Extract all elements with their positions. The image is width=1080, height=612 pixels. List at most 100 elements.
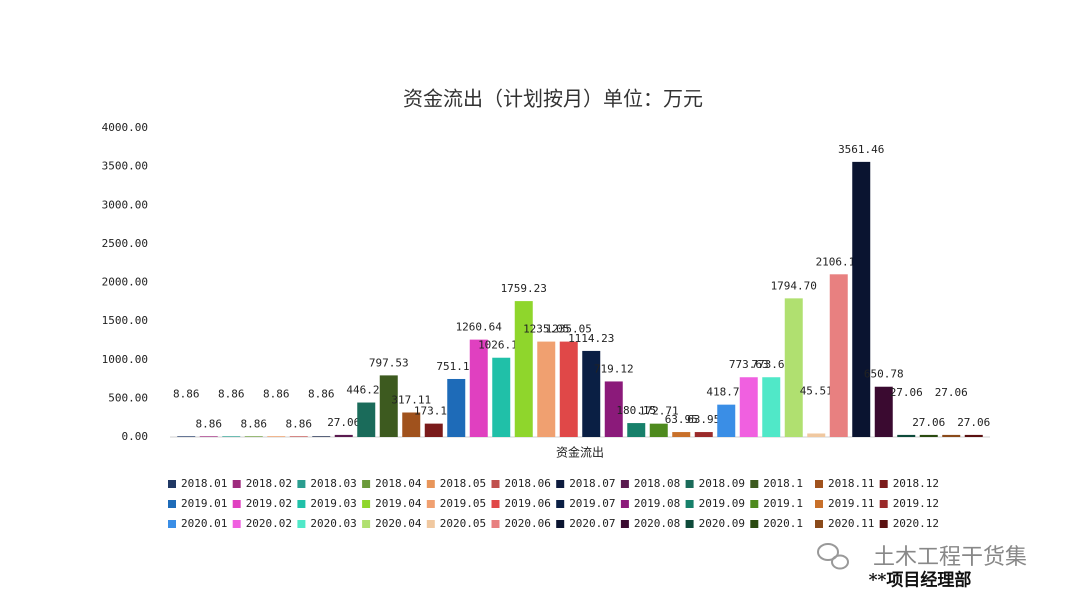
legend-label: 2020.03 bbox=[310, 517, 356, 530]
bar bbox=[717, 404, 736, 437]
bar bbox=[942, 434, 961, 437]
bar bbox=[559, 341, 578, 437]
data-label: 418.79 bbox=[706, 386, 746, 399]
legend-label: 2020.1 bbox=[763, 517, 803, 530]
bar bbox=[784, 298, 803, 437]
legend-label: 2019.08 bbox=[634, 497, 680, 510]
legend-swatch bbox=[362, 480, 371, 488]
watermark-note: **项目经理部 bbox=[869, 570, 972, 591]
legend-swatch bbox=[685, 520, 694, 528]
legend-swatch bbox=[750, 520, 759, 528]
data-label: 27.06 bbox=[912, 416, 945, 429]
legend-label: 2019.04 bbox=[375, 497, 422, 510]
legend-swatch bbox=[426, 500, 435, 508]
bar bbox=[807, 433, 826, 437]
legend-label: 2018.11 bbox=[828, 477, 874, 490]
watermark-icon bbox=[817, 543, 849, 570]
legend-label: 2020.11 bbox=[828, 517, 874, 530]
data-label: 8.86 bbox=[173, 387, 200, 400]
legend-label: 2019.1 bbox=[763, 497, 803, 510]
legend-label: 2018.04 bbox=[375, 477, 422, 490]
legend-swatch bbox=[620, 500, 629, 508]
bar bbox=[312, 436, 331, 437]
data-label: 8.86 bbox=[241, 417, 268, 430]
data-label: 27.06 bbox=[890, 386, 923, 399]
legend-label: 2019.05 bbox=[440, 497, 486, 510]
legend-label: 2018.03 bbox=[310, 477, 356, 490]
data-label: 751.15 bbox=[436, 360, 476, 373]
legend-label: 2018.06 bbox=[505, 477, 551, 490]
data-label: 1794.70 bbox=[771, 279, 817, 292]
legend-label: 2018.08 bbox=[634, 477, 680, 490]
y-tick-label: 0.00 bbox=[122, 430, 149, 443]
data-label: 180.15 bbox=[616, 404, 656, 417]
bar bbox=[492, 357, 511, 437]
chart-title: 资金流出（计划按月）单位：万元 bbox=[403, 87, 703, 111]
data-label: 650.78 bbox=[864, 368, 904, 381]
legend-swatch bbox=[426, 480, 435, 488]
legend-swatch bbox=[362, 500, 371, 508]
legend-label: 2019.02 bbox=[246, 497, 292, 510]
data-label: 8.86 bbox=[308, 387, 335, 400]
bar bbox=[964, 434, 983, 437]
bar bbox=[762, 377, 781, 437]
data-label: 797.53 bbox=[369, 356, 409, 369]
data-label: 3561.46 bbox=[838, 143, 884, 156]
legend-label: 2019.12 bbox=[893, 497, 939, 510]
bar bbox=[897, 434, 916, 437]
legend-label: 2020.04 bbox=[375, 517, 422, 530]
x-tick-label: 资金流出 bbox=[556, 445, 604, 460]
data-label: 1235.05 bbox=[523, 323, 569, 336]
bar bbox=[627, 423, 646, 437]
legend-swatch bbox=[491, 480, 500, 488]
data-label: 719.12 bbox=[594, 362, 634, 375]
data-label: 27.06 bbox=[957, 416, 990, 429]
legend-label: 2020.12 bbox=[893, 517, 939, 530]
data-label: 8.86 bbox=[263, 387, 290, 400]
data-label: 8.86 bbox=[196, 417, 223, 430]
bar bbox=[357, 402, 376, 437]
legend-swatch bbox=[297, 480, 306, 488]
legend-swatch bbox=[297, 500, 306, 508]
legend-swatch bbox=[815, 520, 823, 528]
legend-label: 2019.03 bbox=[310, 497, 356, 510]
legend-label: 2019.07 bbox=[569, 497, 615, 510]
data-label: 1026.17 bbox=[478, 339, 524, 352]
legend-label: 2020.06 bbox=[505, 517, 551, 530]
legend-label: 2020.07 bbox=[569, 517, 615, 530]
y-tick-label: 1500.00 bbox=[102, 314, 148, 327]
y-tick-label: 3000.00 bbox=[102, 198, 148, 211]
legend-swatch bbox=[232, 500, 241, 508]
legend-swatch bbox=[620, 520, 629, 528]
legend-label: 2018.05 bbox=[440, 477, 486, 490]
y-tick-label: 2000.00 bbox=[102, 276, 148, 289]
bar bbox=[334, 434, 353, 437]
data-label: 1759.23 bbox=[501, 282, 547, 295]
legend-swatch bbox=[168, 480, 176, 488]
y-tick-label: 500.00 bbox=[108, 391, 148, 404]
legend-swatch bbox=[168, 500, 176, 508]
data-label: 45.51 bbox=[800, 384, 833, 397]
legend-swatch bbox=[815, 500, 823, 508]
data-label: 27.06 bbox=[935, 386, 968, 399]
legend-label: 2020.05 bbox=[440, 517, 486, 530]
bar bbox=[267, 436, 286, 437]
bar bbox=[379, 375, 398, 437]
bar bbox=[672, 432, 691, 437]
data-label: 1260.64 bbox=[456, 321, 503, 334]
bar bbox=[537, 341, 556, 437]
y-tick-label: 1000.00 bbox=[102, 353, 148, 366]
legend-swatch bbox=[556, 480, 565, 488]
legend-swatch bbox=[168, 520, 176, 528]
legend-swatch bbox=[556, 500, 565, 508]
bar bbox=[222, 436, 241, 437]
bar bbox=[199, 436, 218, 437]
y-tick-label: 4000.00 bbox=[102, 121, 148, 134]
data-label: 63.95 bbox=[665, 413, 698, 426]
data-label: 773.63 bbox=[751, 358, 791, 371]
watermark-account: 土木工程干货集 bbox=[873, 545, 1027, 570]
legend-swatch bbox=[362, 520, 371, 528]
legend-swatch bbox=[426, 520, 435, 528]
bar bbox=[829, 274, 848, 437]
